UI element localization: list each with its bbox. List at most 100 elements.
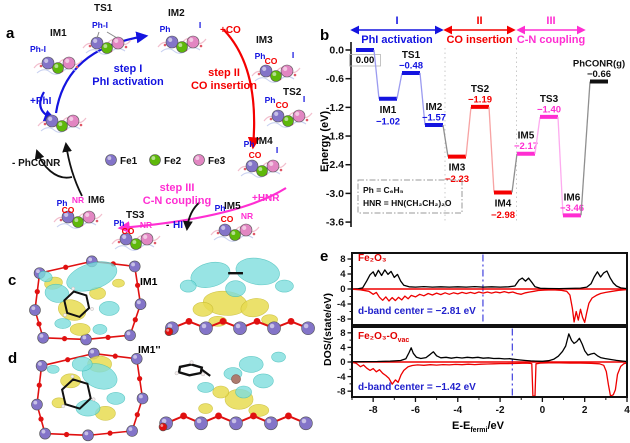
level-connector	[488, 106, 495, 193]
step-title-3: step III	[160, 182, 195, 194]
level-value-TS3: −1.40	[537, 104, 561, 115]
cluster-ts2	[263, 109, 313, 128]
energy-axis-label: Energy (eV)	[319, 110, 331, 172]
level-name-IM1: IM1	[380, 105, 397, 116]
region-numeral-I: I	[395, 15, 398, 27]
panel-c-charge-density	[29, 255, 315, 346]
level-name-TS3: TS3	[540, 94, 559, 105]
cluster-im5	[210, 223, 260, 242]
level-value-TS2: −1.19	[468, 94, 492, 105]
molecule-d-side-view	[158, 351, 313, 432]
molecule-d-top-view	[31, 347, 149, 442]
step-title-1: step I	[114, 63, 143, 75]
cluster-bare	[37, 114, 87, 133]
label-release-phconr: - PhCONR	[12, 158, 61, 169]
adorn-ts2-CO: CO	[276, 100, 289, 110]
adorn-im5-CO: CO	[221, 214, 234, 224]
dband-label-bottom: d-band center = −1.42 eV	[358, 382, 476, 393]
note-line2: HNR = HN(CH₂CH₂)₂O	[363, 198, 452, 208]
adorn-im4-Ph: Ph	[244, 139, 255, 149]
release-hi-arrow	[182, 201, 201, 231]
level-value-IM6: −3.46	[560, 203, 584, 214]
e-ytick: -4	[337, 372, 346, 383]
cycle-arrow-magenta	[117, 187, 287, 234]
level-name-IM6: IM6	[564, 192, 581, 203]
caption-im1pp: IM1''	[138, 344, 161, 356]
species-label-ts2: TS2	[283, 87, 302, 98]
e-xtick--4: -4	[453, 405, 462, 416]
panel-e-label: e	[320, 248, 329, 265]
label-minus: -	[166, 220, 169, 231]
panel-b-energy-profile: 0.0 -0.6 -1.2 -1.8 -2.4 -3.0 -3.6 I PhI activati…	[326, 15, 625, 229]
e-xtick--2: -2	[496, 405, 505, 416]
b-ytick--0.6: -0.6	[326, 73, 344, 85]
e-ytick: 4	[340, 269, 346, 280]
region-name-II: CO insertion	[446, 34, 512, 46]
cycle-arrow-blue	[54, 31, 149, 114]
adorn-im5-Ph: Ph	[215, 203, 226, 213]
cluster-im1	[33, 56, 83, 75]
level-value-IM2: −1.57	[422, 113, 446, 124]
cluster-im2	[157, 35, 207, 54]
cluster-im4	[237, 159, 287, 178]
dos-curve-spin-down-fe2o3	[351, 288, 628, 324]
dos-bottom-title-text: Fe₂O₃-O	[358, 331, 398, 342]
species-label-ts1: TS1	[94, 3, 113, 14]
label-add-hnr: +HNR	[252, 193, 280, 204]
b-ytick--3.0: -3.0	[326, 188, 344, 200]
svg-text:Fe3: Fe3	[208, 156, 226, 167]
level-value-PhCONR(g): −0.66	[587, 69, 611, 80]
adorn-im4-I: I	[276, 145, 278, 155]
level-value-IM3: −2.23	[445, 174, 469, 185]
level-connector	[396, 72, 403, 99]
dos-panel-border	[351, 326, 628, 398]
svg-text:Fe1: Fe1	[120, 156, 138, 167]
region-name-I: PhI activation	[361, 34, 433, 46]
dos-curve-spin-down-ovac	[351, 361, 628, 397]
level-value-IM5: −2.17	[514, 141, 538, 152]
adorn-ts3-Ph: Ph	[114, 218, 125, 228]
level-name-IM3: IM3	[449, 163, 466, 174]
panel-e-dos-plot: 8 4 0 -4 -8 8 4 0 -4 -8 -8 -6 -4 -2 0 2 4	[337, 252, 630, 416]
legend-item-Fe3: Fe3	[193, 154, 226, 167]
note-box	[357, 179, 463, 214]
level-name-TS2: TS2	[471, 84, 490, 95]
cluster-ts1	[82, 36, 132, 55]
species-label-im4: IM4	[256, 136, 273, 147]
molecule-c-top-view	[29, 255, 147, 346]
e-xtick--8: -8	[369, 405, 378, 416]
label-add-co: +CO	[220, 25, 241, 36]
species-label-im6: IM6	[88, 195, 105, 206]
dos-curve-spin-up-fe2o3	[351, 269, 628, 290]
adorn-im3-I: I	[292, 50, 294, 60]
dos-curve-spin-up-ovac	[351, 333, 628, 363]
dos-top-title-text: Fe₂O₃	[358, 253, 387, 264]
note-line1: Ph = C₆H₅	[363, 185, 404, 195]
e-ytick: 0	[340, 357, 345, 368]
panel-c-label: c	[8, 272, 17, 289]
adorn-im6-Ph: Ph	[57, 198, 68, 208]
step-title-2: step II	[208, 67, 240, 79]
e-xtick-2: 2	[582, 405, 588, 416]
dband-label-top: d-band center = −2.81 eV	[358, 306, 476, 317]
panel-d-label: d	[8, 350, 18, 367]
step-desc-2: CO insertion	[191, 80, 257, 92]
adorn-im4-CO: CO	[249, 150, 262, 160]
cycle-arrow-red	[223, 29, 260, 150]
dos-panel-border	[351, 252, 628, 326]
panel-d-charge-density	[31, 347, 313, 442]
e-xtick-0: 0	[540, 405, 546, 416]
b-ytick--3.6: -3.6	[326, 217, 344, 229]
adorn-ts1-Ph-I: Ph-I	[92, 20, 108, 30]
e-ytick: 4	[340, 343, 346, 354]
adorn-ts2-I: I	[303, 94, 305, 104]
adorn-im6-CO: CO	[62, 205, 75, 215]
adorn-im2-I: I	[199, 20, 201, 30]
step-desc-1: PhI activation	[92, 76, 164, 88]
e-xtick-4: 4	[624, 405, 630, 416]
legend-item-Fe1: Fe1	[105, 154, 138, 167]
level-value-start: 0.00	[356, 55, 375, 66]
level-connector	[511, 153, 518, 193]
